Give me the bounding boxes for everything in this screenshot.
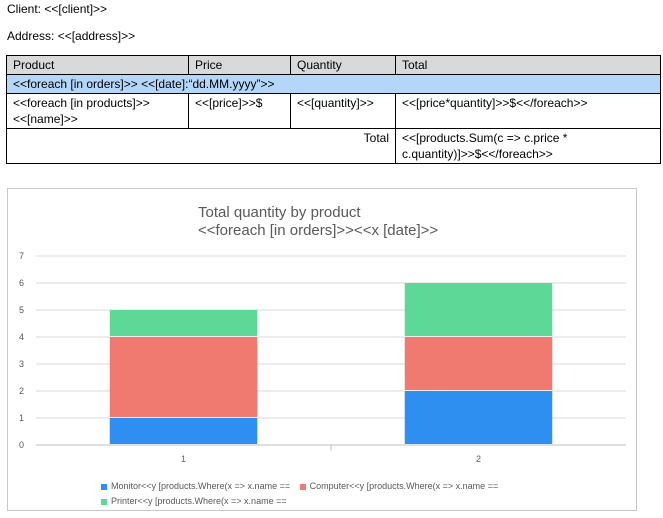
y-tick-label: 6 bbox=[19, 278, 24, 288]
total-label: Total bbox=[6, 128, 396, 164]
bar-segment bbox=[109, 310, 258, 336]
legend-item-printer: Printer<<y [products.Where(x => x.name =… bbox=[101, 496, 287, 506]
order-group-cell: <<foreach [in orders]>> <<[date]:“dd.MM.… bbox=[6, 74, 661, 94]
order-group-row: <<foreach [in orders]>> <<[date]:“dd.MM.… bbox=[6, 74, 661, 94]
y-tick-label: 2 bbox=[19, 386, 24, 396]
y-tick-label: 5 bbox=[19, 305, 24, 315]
legend-label-computer: Computer<<y [products.Where(x => x.name … bbox=[309, 481, 499, 491]
column-header-product: Product bbox=[6, 55, 189, 75]
legend-label-monitor: Monitor<<y [products.Where(x => x.name =… bbox=[111, 481, 291, 491]
bar-segment bbox=[404, 283, 553, 336]
product-cell: <<foreach [in products]>> <<[name]>> bbox=[6, 93, 189, 129]
legend-item-monitor: Monitor<<y [products.Where(x => x.name =… bbox=[101, 481, 290, 491]
bar-segment bbox=[109, 337, 258, 417]
quantity-cell: <<[quantity]>> bbox=[290, 93, 396, 129]
column-header-quantity: Quantity bbox=[290, 55, 396, 75]
legend-label-printer: Printer<<y [products.Where(x => x.name =… bbox=[111, 496, 287, 506]
column-header-price: Price bbox=[188, 55, 291, 75]
total-value: <<[products.Sum(c => c.price * c.quantit… bbox=[395, 128, 661, 164]
table-row: <<foreach [in products]>> <<[name]>> <<[… bbox=[6, 93, 661, 129]
legend-swatch-monitor bbox=[101, 483, 107, 490]
orders-table: Product Price Quantity Total <<foreach [… bbox=[6, 55, 661, 164]
chart-subtitle: <<foreach [in orders]>><<x [date]>> bbox=[198, 222, 439, 239]
chart-frame: Total quantity by product <<foreach [in … bbox=[7, 188, 637, 511]
legend-swatch-computer bbox=[299, 483, 306, 490]
legend-item-computer: Computer<<y [products.Where(x => x.name … bbox=[299, 481, 499, 491]
chart-title: Total quantity by product bbox=[198, 204, 361, 221]
bar-segment bbox=[404, 337, 553, 390]
y-tick-label: 7 bbox=[19, 251, 24, 261]
client-line: Client: <<[client]>> bbox=[7, 2, 108, 16]
legend-row-1: Monitor<<y [products.Where(x => x.name =… bbox=[101, 481, 498, 491]
legend-row-2: Printer<<y [products.Where(x => x.name =… bbox=[101, 496, 287, 506]
y-tick-label: 3 bbox=[19, 359, 24, 369]
bar-segment bbox=[109, 418, 258, 444]
total-row: Total <<[products.Sum(c => c.price * c.q… bbox=[6, 128, 661, 164]
table-header-row: Product Price Quantity Total bbox=[6, 55, 661, 75]
bar-segment bbox=[404, 391, 553, 444]
legend-swatch-printer bbox=[101, 498, 107, 505]
x-tick-label: 2 bbox=[476, 454, 481, 464]
chart-plot: 0 1 2 3 4 5 6 7 1 2 bbox=[19, 251, 626, 464]
column-header-total: Total bbox=[395, 55, 661, 75]
x-tick-label: 1 bbox=[181, 454, 186, 464]
y-tick-label: 0 bbox=[19, 440, 24, 450]
y-tick-label: 1 bbox=[19, 413, 24, 423]
price-cell: <<[price]>>$ bbox=[188, 93, 291, 129]
total-cell: <<[price*quantity]>>$<</foreach>> bbox=[395, 93, 661, 129]
y-tick-label: 4 bbox=[19, 332, 24, 342]
address-line: Address: <<[address]>> bbox=[7, 29, 136, 43]
